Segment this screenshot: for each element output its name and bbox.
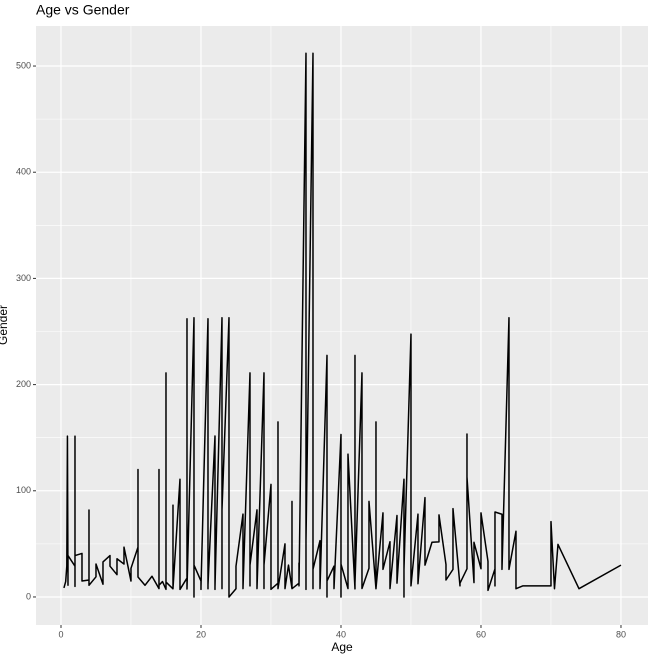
- y-tick-label: 300: [16, 273, 31, 283]
- x-tick-label: 40: [336, 629, 346, 639]
- data-line: [63, 52, 622, 598]
- y-tick-label: 500: [16, 60, 31, 70]
- marks: [63, 52, 622, 598]
- x-tick-label: 0: [58, 629, 63, 639]
- y-axis-label: Gender: [0, 305, 10, 345]
- y-tick-label: 200: [16, 379, 31, 389]
- x-tick-label: 60: [476, 629, 486, 639]
- y-tick-label: 100: [16, 485, 31, 495]
- chart-title: Age vs Gender: [36, 2, 130, 18]
- x-tick-label: 80: [616, 629, 626, 639]
- panel: [36, 26, 648, 625]
- x-axis-label: Age: [331, 640, 353, 654]
- x-tick-label: 20: [196, 629, 206, 639]
- y-tick-label: 400: [16, 167, 31, 177]
- y-tick-label: 0: [26, 591, 31, 601]
